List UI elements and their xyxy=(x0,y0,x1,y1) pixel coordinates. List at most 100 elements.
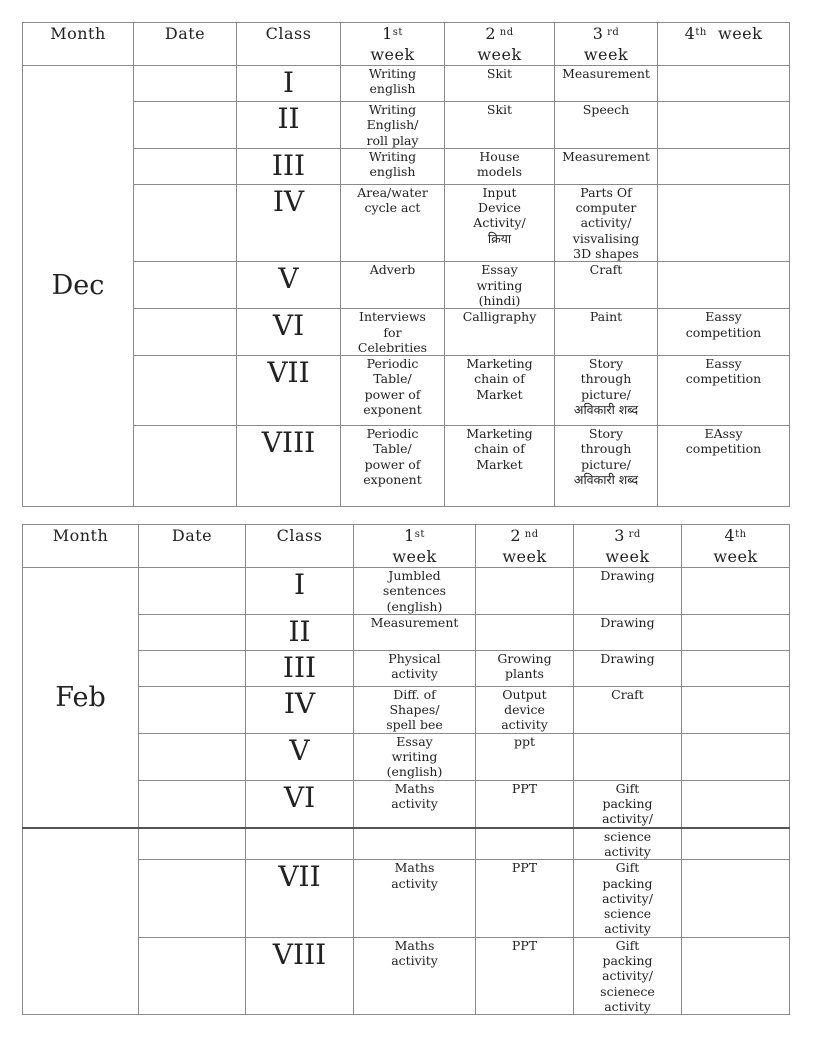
week-1-activity-cell: Writing english xyxy=(340,65,445,102)
week-number: 4 xyxy=(684,24,696,43)
month-cell: Dec xyxy=(22,64,134,508)
class-cell: II xyxy=(236,101,341,149)
week-label: week xyxy=(605,547,650,566)
week-3-activity-cell: science activity xyxy=(573,826,682,861)
header-cell: 1st week xyxy=(353,524,476,568)
week-1-activity-cell: Essay writing (english) xyxy=(353,732,476,781)
week-2-activity-cell: Marketing chain of Market xyxy=(444,355,555,427)
header-row: Month Date Class 1st week 2 nd week 3 rd week 4th… xyxy=(22,524,790,568)
week-2-activity-cell: Essay writing (hindi) xyxy=(444,261,555,310)
date-cell xyxy=(133,355,237,427)
week-4-activity-cell xyxy=(657,147,790,185)
table-row: IV Diff. of Shapes/ spell bee Output devic… xyxy=(23,685,790,734)
week-label: week xyxy=(392,547,437,566)
date-cell xyxy=(138,649,246,687)
week-4-activity-cell: EAssy competition xyxy=(657,425,790,508)
week-number: 2 xyxy=(485,24,497,43)
week-3-activity-cell: Craft xyxy=(554,261,658,310)
week-4-activity-cell: Eassy competition xyxy=(657,355,790,427)
week-ordinal-suffix: nd xyxy=(521,529,539,540)
date-cell xyxy=(133,183,237,263)
date-cell xyxy=(133,101,237,149)
header-cell: 2 nd week xyxy=(475,524,574,568)
week-label: week xyxy=(502,547,547,566)
date-cell xyxy=(133,308,237,357)
week-4-activity-cell xyxy=(657,261,790,310)
table-row: Dec I Writing english Skit Measurement xyxy=(22,64,790,508)
week-2-activity-cell: Skit xyxy=(444,101,555,149)
week-ordinal-suffix: nd xyxy=(496,27,514,38)
week-2-activity-cell: Calligraphy xyxy=(444,308,555,357)
class-cell: III xyxy=(236,147,341,185)
table-row: VII Periodic Table/ power of exponent Mark… xyxy=(23,355,790,427)
week-2-activity-cell: Skit xyxy=(444,65,555,102)
week-3-activity-cell: Craft xyxy=(573,685,682,734)
table-row: III Writing english House models Measuremen… xyxy=(23,147,790,185)
table-row: VI Maths activity PPT Gift packing activity… xyxy=(23,779,790,829)
week-number: 1 xyxy=(382,24,393,43)
week-2-activity-cell: PPT xyxy=(475,779,574,829)
date-cell xyxy=(133,65,237,102)
table-row: II Writing English/ roll play Skit Speech xyxy=(23,101,790,149)
dec-schedule-table: Month Date Class 1st week 2 nd week 3 rd week 4th… xyxy=(22,22,790,508)
week-3-activity-cell: Gift packing activity/ scienece activity xyxy=(573,936,682,1016)
week-1-activity-cell: Writing english xyxy=(340,147,445,185)
week-number: 4 xyxy=(724,526,736,545)
week-2-activity-cell: Marketing chain of Market xyxy=(444,425,555,508)
week-3-activity-cell: Drawing xyxy=(573,649,682,687)
week-3-activity-cell: Gift packing activity/ science activity xyxy=(573,859,682,938)
week-1-activity-cell: Maths activity xyxy=(353,779,476,829)
feb-schedule-table: Month Date Class 1st week 2 nd week 3 rd week 4th… xyxy=(22,524,790,1016)
week-2-activity-cell xyxy=(475,826,574,861)
month-cell xyxy=(22,826,139,1016)
class-cell: VIII xyxy=(236,425,341,508)
week-3-activity-cell: Gift packing activity/ xyxy=(573,779,682,829)
date-cell xyxy=(138,732,246,781)
week-4-activity-cell xyxy=(681,685,790,734)
class-cell: VI xyxy=(245,779,354,829)
week-ordinal-suffix: st xyxy=(414,529,425,540)
date-cell xyxy=(138,859,246,938)
date-cell xyxy=(133,425,237,508)
week-ordinal-suffix: rd xyxy=(603,27,620,38)
week-4-activity-cell xyxy=(681,826,790,861)
week-3-activity-cell: Measurement xyxy=(554,147,658,185)
header-label: Class xyxy=(276,526,323,545)
week-label: week xyxy=(706,24,763,43)
week-4-activity-cell xyxy=(681,779,790,829)
header-label: Month xyxy=(50,24,106,43)
week-1-activity-cell: Jumbled sentences (english) xyxy=(353,567,476,615)
week-2-activity-cell: ppt xyxy=(475,732,574,781)
header-label: Date xyxy=(171,526,213,545)
week-3-activity-cell: Drawing xyxy=(573,567,682,615)
table-row: VIII Maths activity PPT Gift packing activi… xyxy=(23,936,790,1016)
week-4-activity-cell xyxy=(681,936,790,1016)
table-row: V Essay writing (english) ppt xyxy=(23,732,790,781)
header-cell: 3 rd week xyxy=(554,22,658,66)
week-4-activity-cell xyxy=(681,859,790,938)
header-label: Date xyxy=(164,24,206,43)
week-2-activity-cell xyxy=(475,613,574,651)
table-row: Feb I Jumbled sentences (english) Drawing xyxy=(22,566,790,829)
week-3-activity-cell: Measurement xyxy=(554,65,658,102)
week-3-activity-cell: Story through picture/ अविकारी शब्द xyxy=(554,355,658,427)
class-cell: III xyxy=(245,649,354,687)
week-ordinal-suffix: st xyxy=(392,27,403,38)
class-cell: II xyxy=(245,613,354,651)
header-cell: Date xyxy=(133,22,237,66)
week-3-activity-cell: Paint xyxy=(554,308,658,357)
week-number: 3 xyxy=(592,24,604,43)
table-row: V Adverb Essay writing (hindi) Craft xyxy=(23,261,790,310)
week-number: 3 xyxy=(614,526,625,545)
class-cell xyxy=(245,826,354,861)
header-cell: Class xyxy=(236,22,341,66)
header-cell: 4th week xyxy=(657,22,790,66)
week-label: week xyxy=(713,547,758,566)
class-cell: VII xyxy=(236,355,341,427)
week-1-activity-cell: Diff. of Shapes/ spell bee xyxy=(353,685,476,734)
week-4-activity-cell xyxy=(681,613,790,651)
class-cell: VIII xyxy=(245,936,354,1016)
class-cell: V xyxy=(245,732,354,781)
week-3-activity-cell xyxy=(573,732,682,781)
week-1-activity-cell: Measurement xyxy=(353,613,476,651)
